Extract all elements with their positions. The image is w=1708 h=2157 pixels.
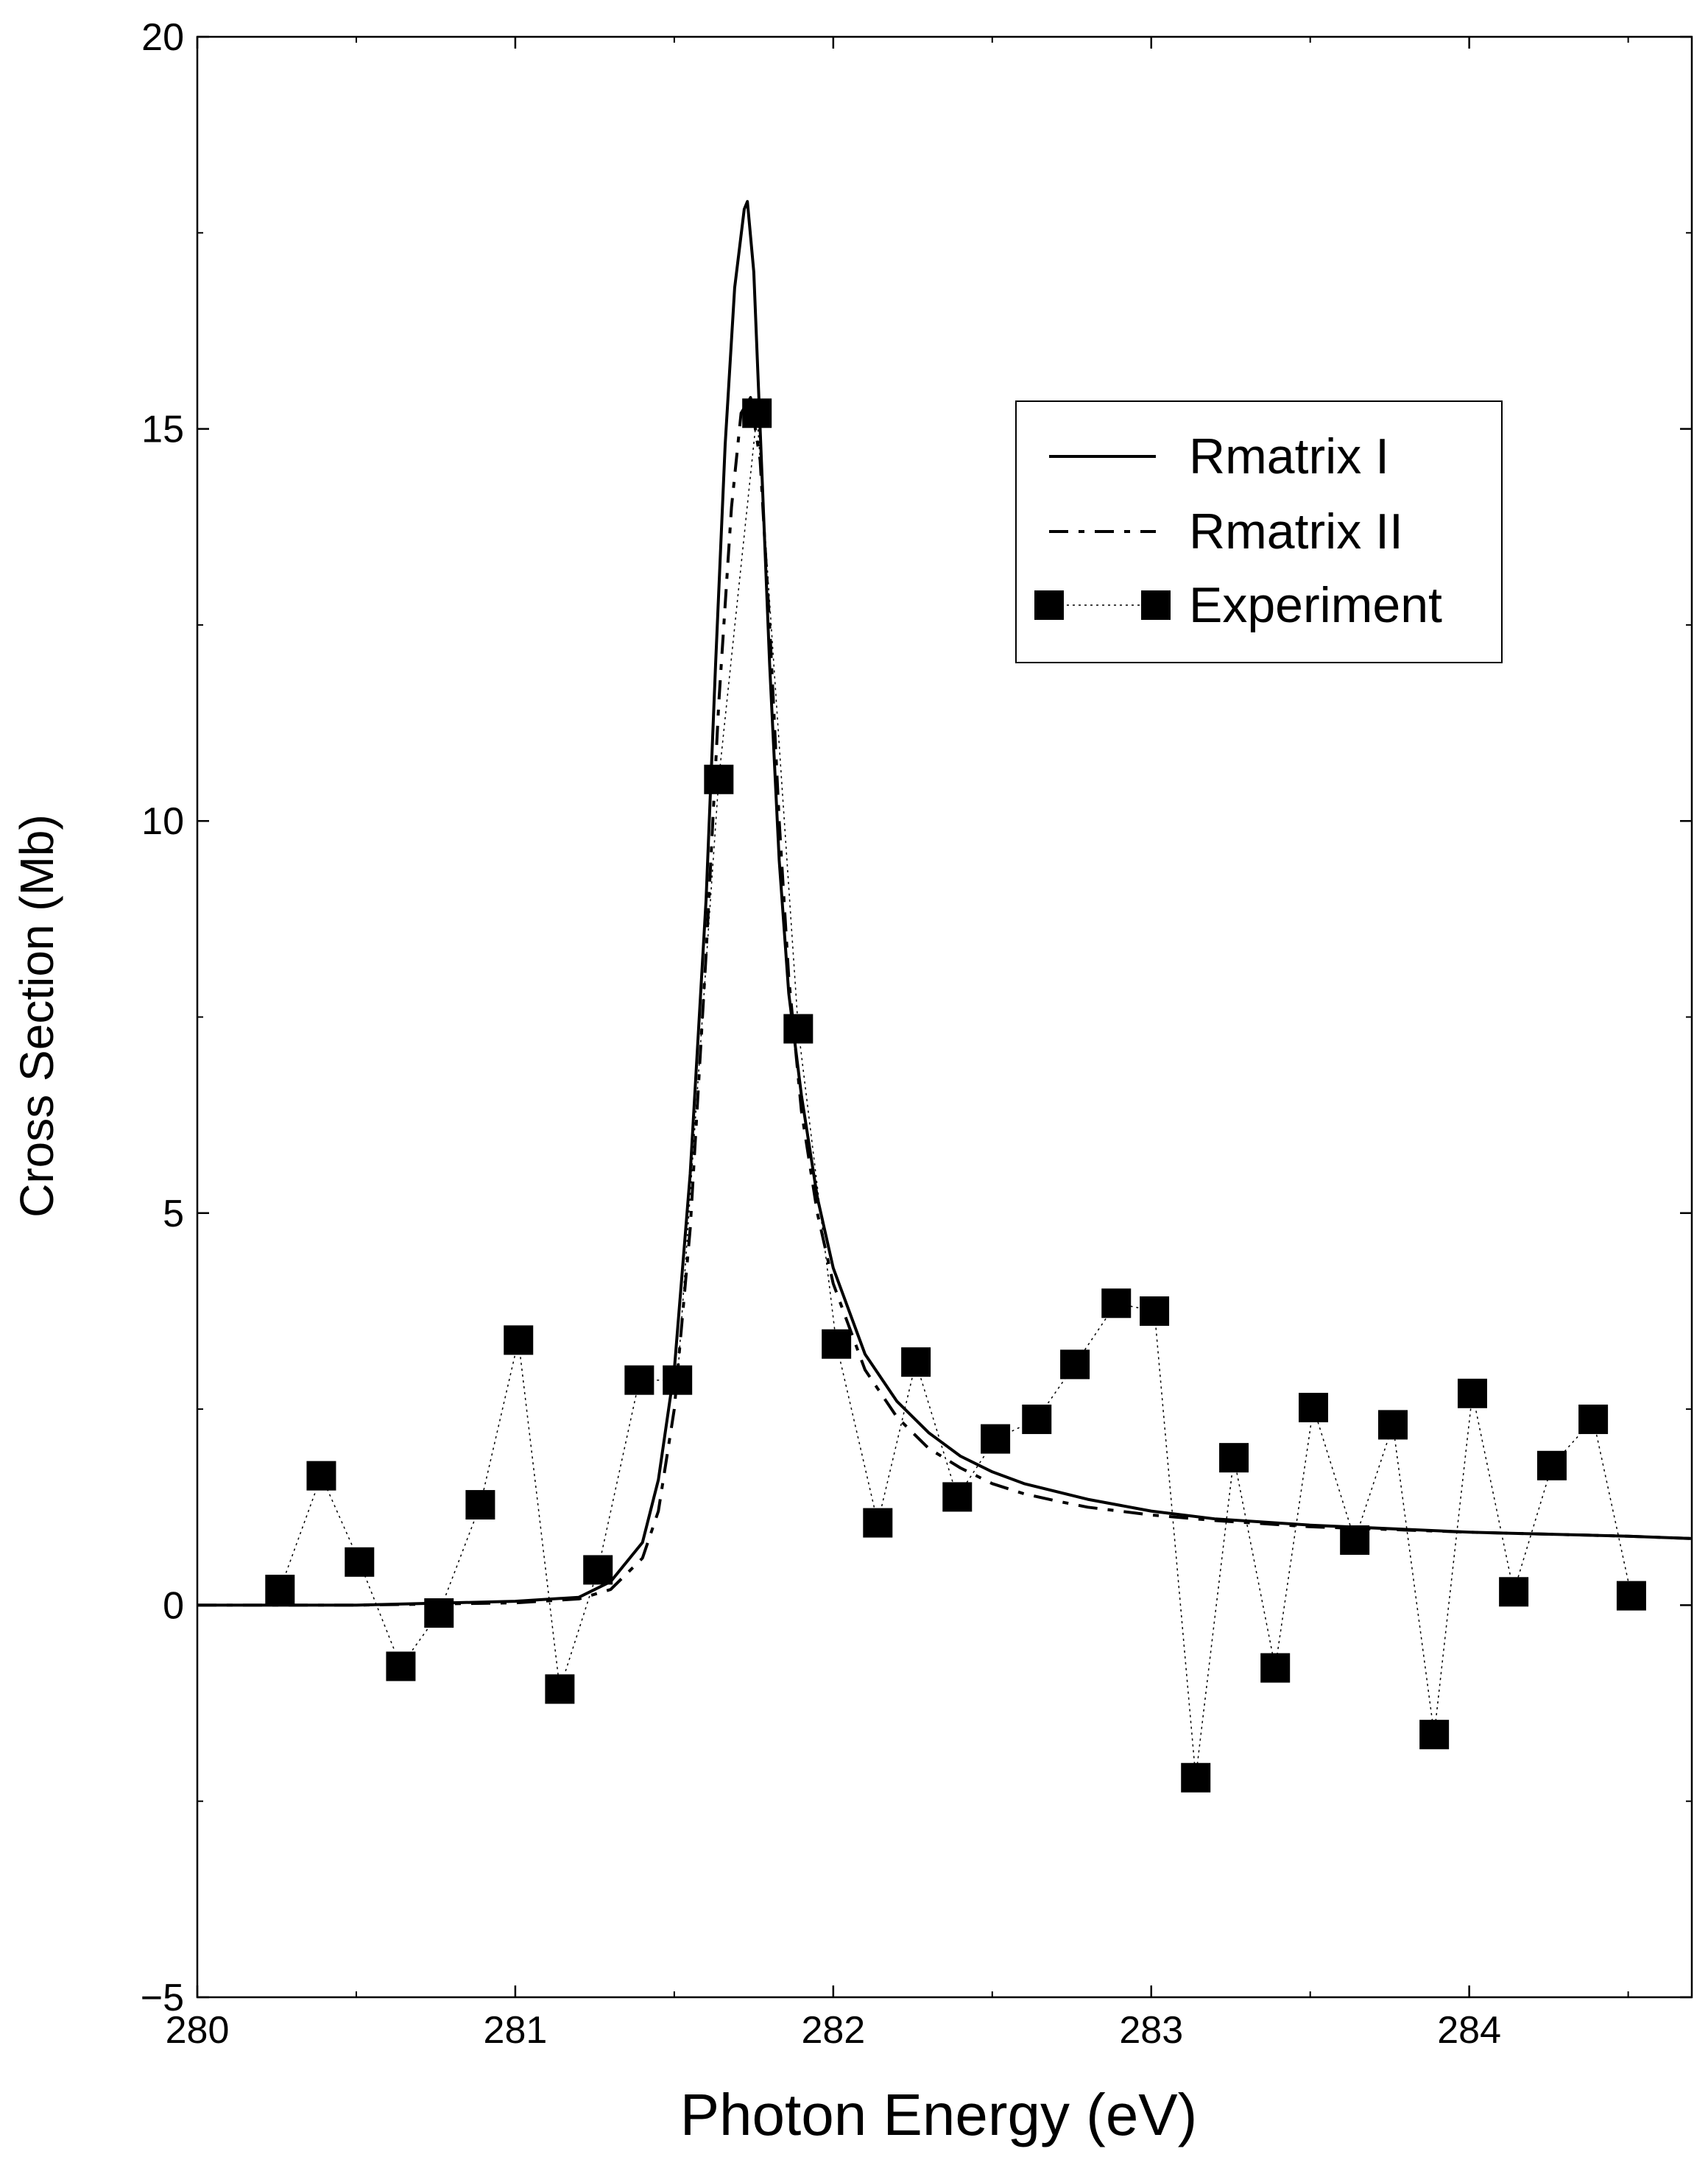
- experiment-point: [704, 764, 734, 794]
- experiment-point: [1101, 1288, 1132, 1318]
- x-tick-label: 284: [1437, 2009, 1501, 2052]
- experiment-point: [1181, 1762, 1211, 1793]
- experiment-point: [1578, 1404, 1609, 1434]
- y-tick-label: 15: [141, 409, 184, 451]
- experiment-point: [1457, 1378, 1487, 1408]
- experiment-point: [545, 1674, 575, 1704]
- x-tick-label: 281: [484, 2009, 548, 2052]
- experiment-point: [1060, 1349, 1090, 1380]
- experiment-point: [981, 1424, 1011, 1454]
- y-tick-label: 5: [163, 1193, 184, 1235]
- experiment-point: [783, 1014, 814, 1044]
- experiment-point: [1419, 1720, 1450, 1750]
- x-tick-label: 282: [801, 2009, 865, 2052]
- experiment-point: [624, 1365, 654, 1395]
- experiment-point: [1378, 1410, 1408, 1440]
- experiment-point: [1140, 1296, 1170, 1326]
- series-layer: [197, 200, 1693, 1793]
- legend-swatch-experiment-marker-left: [1034, 590, 1064, 620]
- experiment-point: [424, 1598, 454, 1628]
- experiment-point: [306, 1461, 336, 1491]
- experiment-point: [386, 1651, 416, 1681]
- experiment-point: [1616, 1581, 1646, 1611]
- experiment-point: [345, 1547, 375, 1577]
- experiment-point: [465, 1490, 495, 1520]
- axis-tick-labels: 280 281 282 283 284 −5 0 5 10 15 20: [141, 16, 1501, 2052]
- experiment-point: [265, 1575, 295, 1605]
- series-rmatrix-i: [197, 200, 1693, 1607]
- y-axis-title: Cross Section (Mb): [10, 814, 63, 1218]
- series-experiment: [265, 398, 1646, 1793]
- legend-label-rmatrix-i: Rmatrix I: [1189, 428, 1389, 484]
- y-tick-label: 20: [141, 16, 184, 59]
- x-tick-label: 283: [1119, 2009, 1183, 2052]
- experiment-point: [1340, 1525, 1370, 1555]
- legend-swatch-experiment-marker-right: [1141, 590, 1171, 620]
- experiment-point: [663, 1365, 693, 1395]
- experiment-point: [1536, 1450, 1567, 1480]
- experiment-point: [583, 1555, 613, 1585]
- experiment-point: [1260, 1653, 1291, 1683]
- experiment-point: [1219, 1443, 1249, 1473]
- series-line-rmatrix-i: [197, 200, 1693, 1607]
- experiment-point: [942, 1482, 973, 1512]
- y-tick-label: 10: [141, 800, 184, 843]
- x-tick-label: 280: [166, 2009, 230, 2052]
- experiment-point: [822, 1329, 852, 1359]
- plot-frame: [196, 35, 1693, 1999]
- experiment-point: [863, 1508, 893, 1538]
- y-tick-label: 0: [163, 1584, 184, 1627]
- experiment-point: [1022, 1404, 1052, 1434]
- series-rmatrix-ii: [197, 396, 1693, 1607]
- experiment-point: [504, 1325, 534, 1355]
- legend-label-rmatrix-ii: Rmatrix II: [1189, 504, 1403, 559]
- y-tick-label: −5: [141, 1977, 184, 2019]
- series-line-rmatrix-ii: [197, 396, 1693, 1607]
- experiment-point: [1299, 1392, 1329, 1422]
- experiment-point: [742, 398, 772, 428]
- legend: Rmatrix I Rmatrix II Experiment: [1015, 400, 1503, 663]
- x-axis-title: Photon Energy (eV): [680, 2082, 1198, 2147]
- legend-label-experiment: Experiment: [1189, 577, 1442, 633]
- experiment-point: [1499, 1577, 1529, 1607]
- experiment-point: [901, 1347, 931, 1377]
